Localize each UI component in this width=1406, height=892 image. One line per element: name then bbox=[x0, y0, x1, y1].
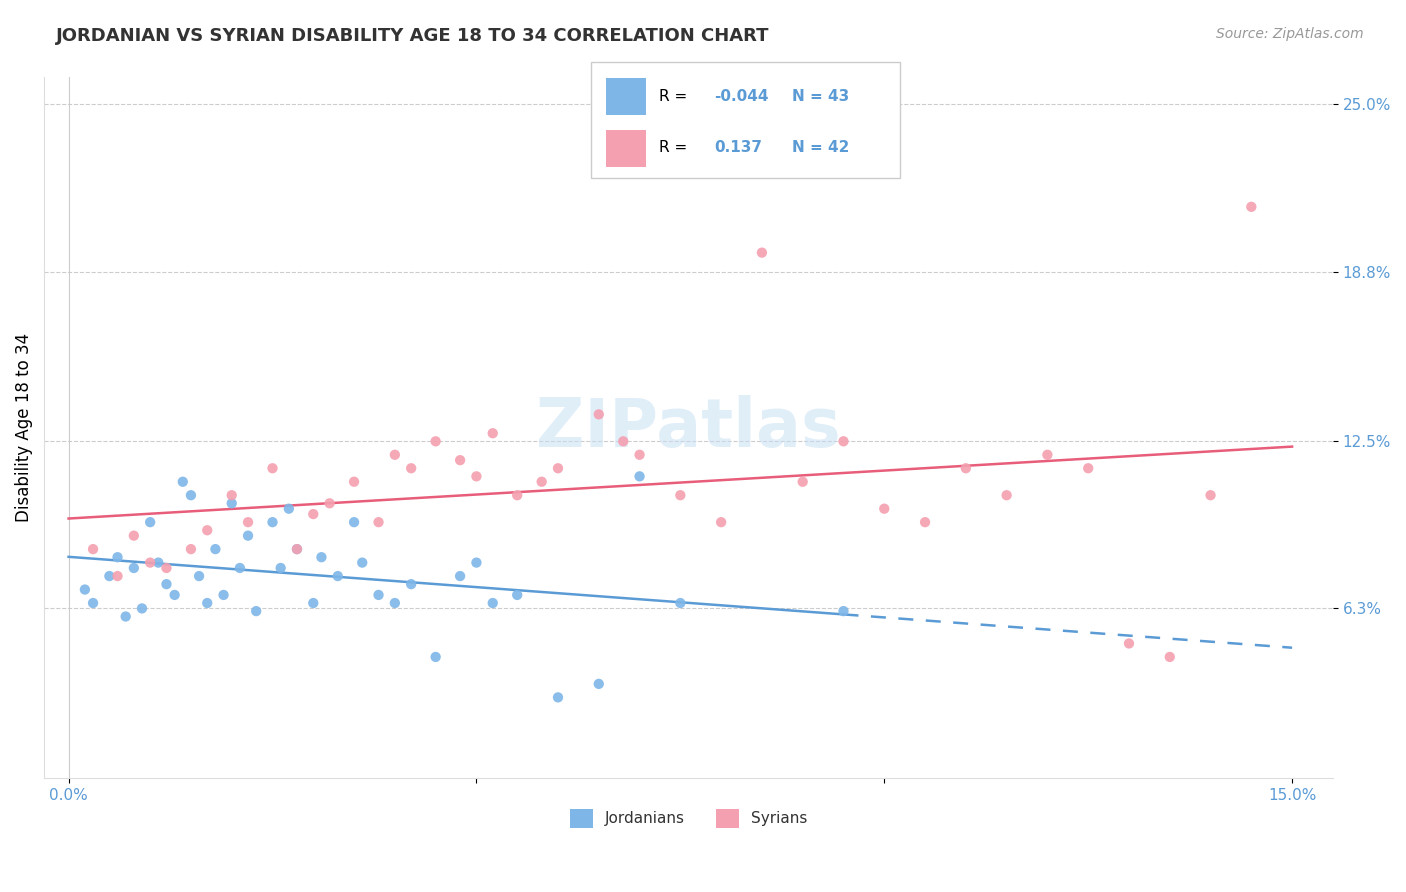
Point bbox=[163, 588, 186, 602]
Point bbox=[180, 488, 202, 502]
Point bbox=[82, 542, 104, 557]
Point bbox=[425, 434, 447, 449]
Point bbox=[73, 582, 96, 597]
Point bbox=[367, 588, 389, 602]
Point bbox=[1159, 649, 1181, 664]
Point bbox=[1118, 636, 1140, 650]
Point bbox=[343, 475, 366, 489]
Point bbox=[98, 569, 121, 583]
Point bbox=[612, 434, 634, 449]
Point bbox=[832, 434, 855, 449]
Point bbox=[212, 588, 235, 602]
Point bbox=[628, 469, 651, 483]
Point bbox=[131, 601, 153, 615]
Point bbox=[139, 556, 162, 570]
Point bbox=[195, 523, 218, 537]
Point bbox=[221, 496, 243, 510]
Text: N = 42: N = 42 bbox=[792, 139, 849, 154]
Point bbox=[311, 550, 333, 565]
Text: R =: R = bbox=[658, 139, 692, 154]
Point bbox=[1036, 448, 1059, 462]
Point bbox=[955, 461, 977, 475]
Point bbox=[245, 604, 267, 618]
Text: R =: R = bbox=[658, 88, 692, 103]
Point bbox=[204, 542, 226, 557]
Point bbox=[873, 501, 896, 516]
Point bbox=[547, 690, 569, 705]
Point bbox=[285, 542, 308, 557]
Point bbox=[914, 515, 936, 529]
Point bbox=[122, 528, 145, 542]
Point bbox=[343, 515, 366, 529]
Text: ZIPatlas: ZIPatlas bbox=[536, 395, 841, 461]
Point bbox=[172, 475, 194, 489]
Point bbox=[710, 515, 733, 529]
Point bbox=[481, 426, 503, 441]
Point bbox=[221, 488, 243, 502]
Y-axis label: Disability Age 18 to 34: Disability Age 18 to 34 bbox=[15, 334, 32, 523]
Point bbox=[628, 448, 651, 462]
Point bbox=[751, 245, 773, 260]
Point bbox=[547, 461, 569, 475]
Point bbox=[384, 448, 406, 462]
Point bbox=[180, 542, 202, 557]
Text: 0.137: 0.137 bbox=[714, 139, 762, 154]
Point bbox=[155, 577, 177, 591]
Point bbox=[236, 528, 259, 542]
Point bbox=[229, 561, 252, 575]
Point bbox=[302, 507, 325, 521]
Point bbox=[669, 596, 692, 610]
Point bbox=[270, 561, 292, 575]
Point bbox=[318, 496, 340, 510]
Point bbox=[384, 596, 406, 610]
Point bbox=[449, 453, 471, 467]
Point bbox=[155, 561, 177, 575]
Point bbox=[506, 488, 529, 502]
Point bbox=[399, 461, 422, 475]
Point bbox=[114, 609, 136, 624]
Point bbox=[588, 408, 610, 422]
Point bbox=[107, 550, 129, 565]
Point bbox=[1199, 488, 1222, 502]
FancyBboxPatch shape bbox=[591, 62, 900, 178]
Point bbox=[481, 596, 503, 610]
Point bbox=[995, 488, 1018, 502]
Point bbox=[262, 461, 284, 475]
Point bbox=[792, 475, 814, 489]
Point bbox=[262, 515, 284, 529]
Point bbox=[188, 569, 211, 583]
Text: N = 43: N = 43 bbox=[792, 88, 849, 103]
Point bbox=[285, 542, 308, 557]
Point bbox=[302, 596, 325, 610]
Point bbox=[139, 515, 162, 529]
Point bbox=[277, 501, 299, 516]
Point bbox=[465, 469, 488, 483]
Point bbox=[506, 588, 529, 602]
Point bbox=[1077, 461, 1099, 475]
Point bbox=[669, 488, 692, 502]
Point bbox=[425, 649, 447, 664]
Bar bbox=[606, 78, 647, 114]
Point bbox=[326, 569, 349, 583]
Point bbox=[465, 556, 488, 570]
Text: Source: ZipAtlas.com: Source: ZipAtlas.com bbox=[1216, 27, 1364, 41]
Point bbox=[82, 596, 104, 610]
Point bbox=[352, 556, 374, 570]
Point bbox=[148, 556, 170, 570]
Point bbox=[122, 561, 145, 575]
Point bbox=[449, 569, 471, 583]
Point bbox=[195, 596, 218, 610]
Point bbox=[530, 475, 553, 489]
Legend: Jordanians, Syrians: Jordanians, Syrians bbox=[564, 803, 813, 834]
Point bbox=[588, 677, 610, 691]
Point bbox=[236, 515, 259, 529]
Point bbox=[1240, 200, 1263, 214]
Point bbox=[832, 604, 855, 618]
Point bbox=[367, 515, 389, 529]
Text: JORDANIAN VS SYRIAN DISABILITY AGE 18 TO 34 CORRELATION CHART: JORDANIAN VS SYRIAN DISABILITY AGE 18 TO… bbox=[56, 27, 769, 45]
Point bbox=[107, 569, 129, 583]
Point bbox=[399, 577, 422, 591]
Bar bbox=[606, 129, 647, 167]
Text: -0.044: -0.044 bbox=[714, 88, 769, 103]
